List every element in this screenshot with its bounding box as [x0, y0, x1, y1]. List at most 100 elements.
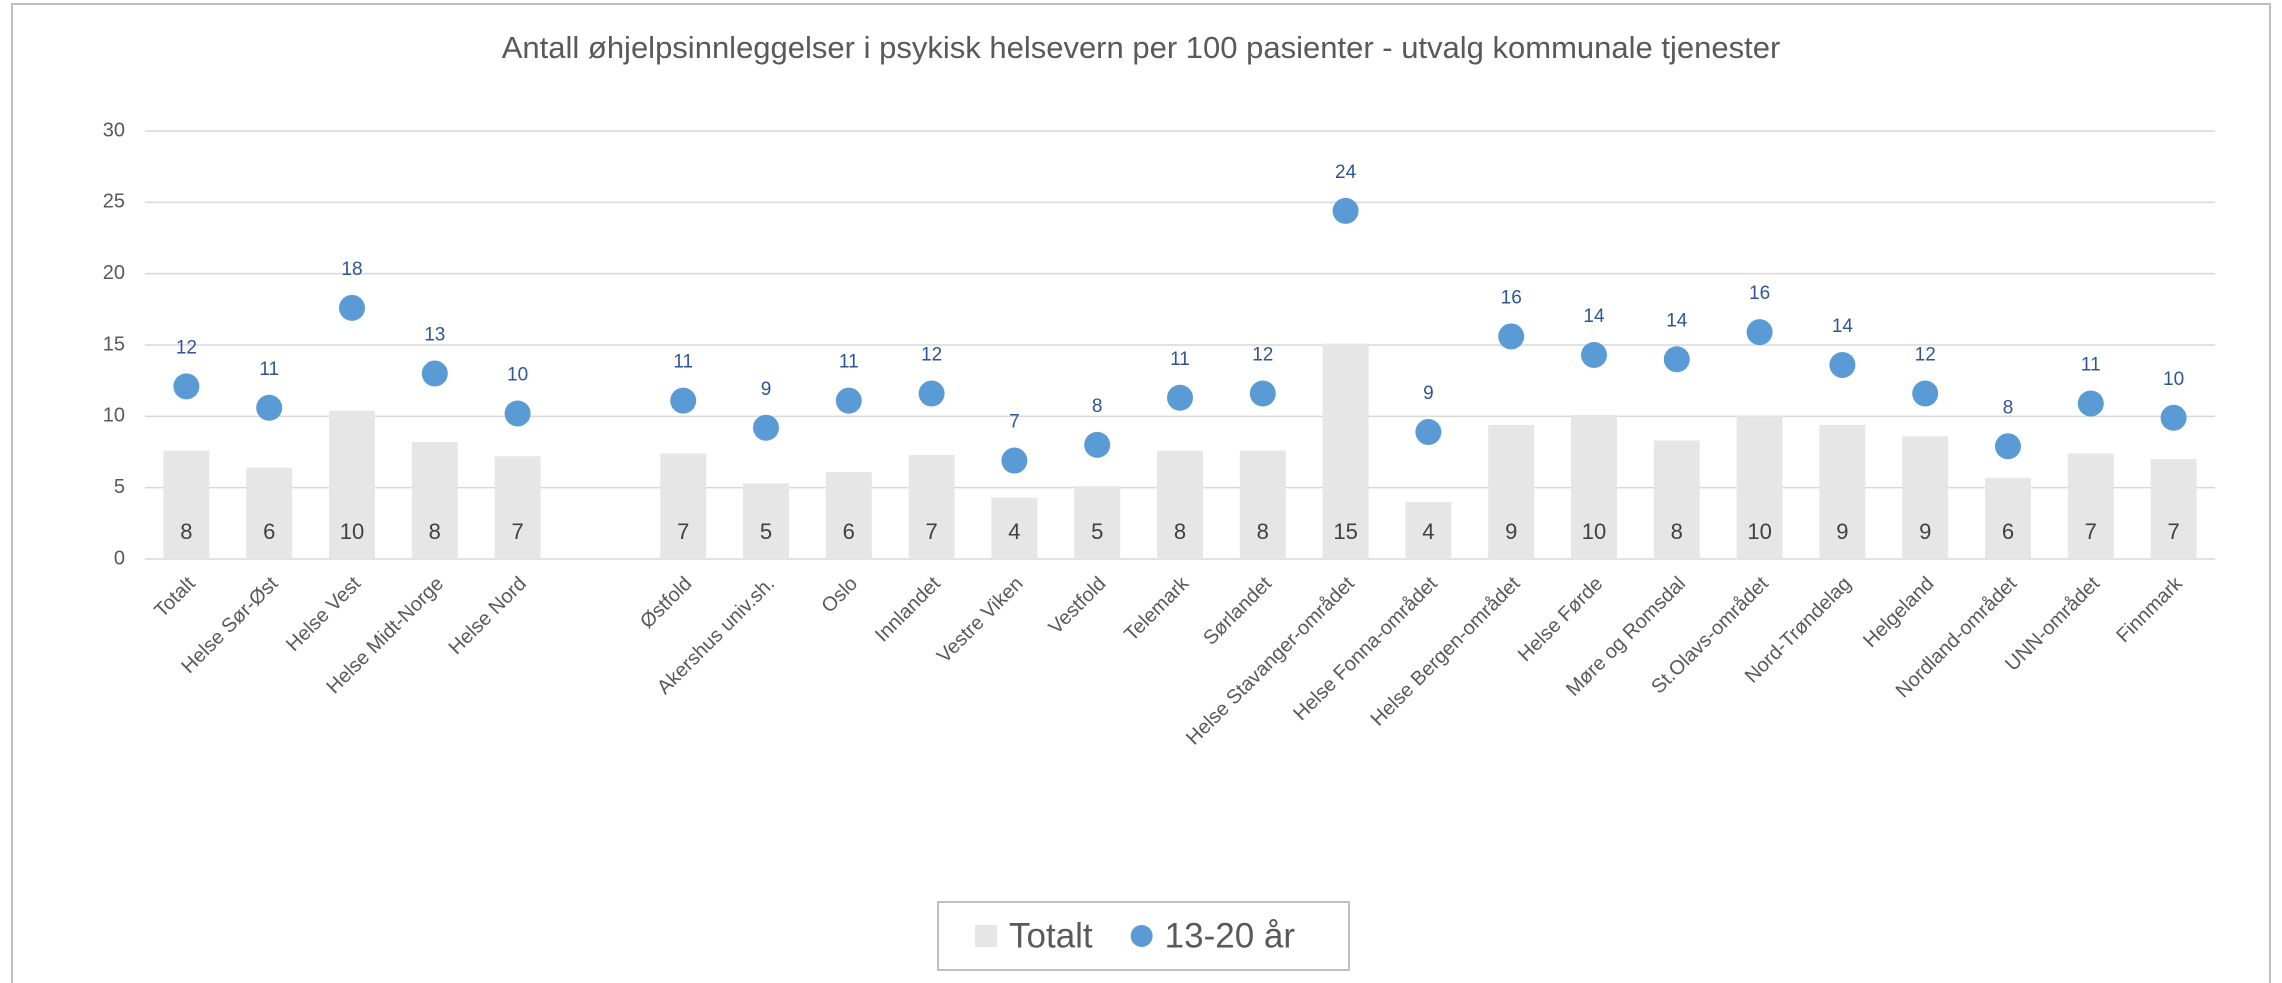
dot	[1498, 323, 1525, 350]
dot-value-label: 11	[673, 352, 693, 373]
dot	[2077, 390, 2104, 417]
bar	[1405, 501, 1452, 559]
bar	[2067, 453, 2114, 559]
bar	[1322, 343, 1369, 559]
dot-value-label: 10	[2163, 369, 2184, 390]
dot-value-label: 8	[1092, 396, 1103, 417]
dot	[1167, 384, 1193, 411]
y-tick-label: 30	[103, 119, 125, 141]
dot-value-label: 10	[507, 364, 528, 385]
bar	[1239, 450, 1286, 559]
dot-value-label: 13	[424, 325, 445, 346]
dot-value-label: 11	[839, 352, 859, 373]
dot-value-label: 24	[1335, 162, 1357, 183]
dot-value-label: 8	[2003, 397, 2014, 418]
bar-value-label: 8	[1174, 519, 1186, 544]
dot	[753, 414, 779, 441]
dot-value-label: 12	[921, 345, 942, 366]
bar-value-label: 7	[2167, 519, 2179, 544]
dot-value-label: 11	[259, 359, 279, 380]
bar	[2150, 459, 2197, 559]
bar-value-label: 6	[263, 519, 275, 544]
dot	[1084, 431, 1111, 458]
bar	[163, 450, 210, 559]
dot	[1746, 319, 1773, 346]
legend-label: Totalt	[1009, 916, 1093, 955]
bar	[1488, 424, 1535, 559]
bar	[1571, 414, 1617, 559]
dot	[1249, 380, 1276, 407]
dot	[1001, 447, 1028, 474]
dot	[670, 387, 697, 414]
dot	[339, 294, 365, 321]
bar	[908, 454, 955, 559]
bar	[1736, 416, 1783, 559]
bar-value-label: 7	[925, 519, 937, 544]
bar-value-label: 7	[511, 519, 523, 544]
bar	[1902, 436, 1949, 559]
y-tick-label: 15	[103, 333, 125, 355]
dot-value-label: 11	[1170, 349, 1190, 370]
dot	[1829, 351, 1856, 378]
bar-value-label: 5	[760, 519, 772, 544]
bar-value-label: 10	[1747, 519, 1771, 544]
dot	[2160, 404, 2187, 431]
bar	[1074, 486, 1121, 559]
dot-value-label: 9	[1423, 383, 1434, 404]
dot	[256, 394, 283, 421]
dot	[421, 360, 448, 387]
bar	[660, 453, 707, 559]
legend-label: 13-20 år	[1165, 916, 1296, 955]
chart-frame	[11, 3, 2271, 983]
chart-title: Antall øhjelpsinnleggelser i psykisk hel…	[502, 30, 1781, 65]
bar	[1985, 477, 2031, 559]
dot-value-label: 11	[2081, 355, 2101, 376]
dot	[1912, 380, 1939, 407]
dot-value-label: 9	[761, 379, 772, 400]
bar	[411, 442, 458, 559]
dot	[1995, 433, 2021, 460]
dot-value-label: 12	[1252, 345, 1273, 366]
bar-value-label: 6	[843, 519, 855, 544]
bar-value-label: 8	[180, 519, 192, 544]
bar	[991, 497, 1038, 559]
bar-value-label: 9	[1919, 519, 1931, 544]
bar-value-label: 8	[1671, 519, 1683, 544]
dot-value-label: 18	[341, 259, 362, 280]
y-tick-label: 25	[103, 191, 125, 213]
bar	[743, 483, 789, 559]
bar	[1157, 450, 1203, 559]
dot	[1415, 419, 1442, 446]
dot-value-label: 14	[1583, 306, 1605, 327]
bar-value-label: 7	[677, 519, 689, 544]
bar-value-label: 15	[1333, 519, 1357, 544]
bar	[329, 410, 375, 559]
bar	[1653, 440, 1700, 559]
bar-value-label: 10	[340, 519, 364, 544]
bar-value-label: 9	[1836, 519, 1848, 544]
y-tick-label: 5	[114, 476, 125, 498]
dot-value-label: 14	[1832, 316, 1854, 337]
dot-value-label: 16	[1501, 287, 1522, 308]
bar-value-label: 9	[1505, 519, 1517, 544]
bar-value-label: 4	[1008, 519, 1020, 544]
dot-value-label: 14	[1666, 310, 1688, 331]
dot-value-label: 7	[1009, 412, 1020, 433]
y-tick-label: 10	[103, 405, 125, 427]
legend-marker	[975, 925, 997, 947]
bar-value-label: 6	[2002, 519, 2014, 544]
y-tick-label: 0	[114, 547, 125, 569]
dot	[1581, 341, 1607, 368]
legend-marker	[1130, 925, 1153, 947]
bar-value-label: 4	[1422, 519, 1434, 544]
bar-value-label: 7	[2085, 519, 2097, 544]
dot	[1332, 197, 1359, 224]
bar-value-label: 10	[1582, 519, 1606, 544]
dot	[173, 373, 200, 400]
bar-value-label: 8	[429, 519, 441, 544]
bar-value-label: 5	[1091, 519, 1103, 544]
bar	[246, 467, 293, 559]
dot	[1663, 346, 1690, 373]
dot	[504, 400, 531, 427]
